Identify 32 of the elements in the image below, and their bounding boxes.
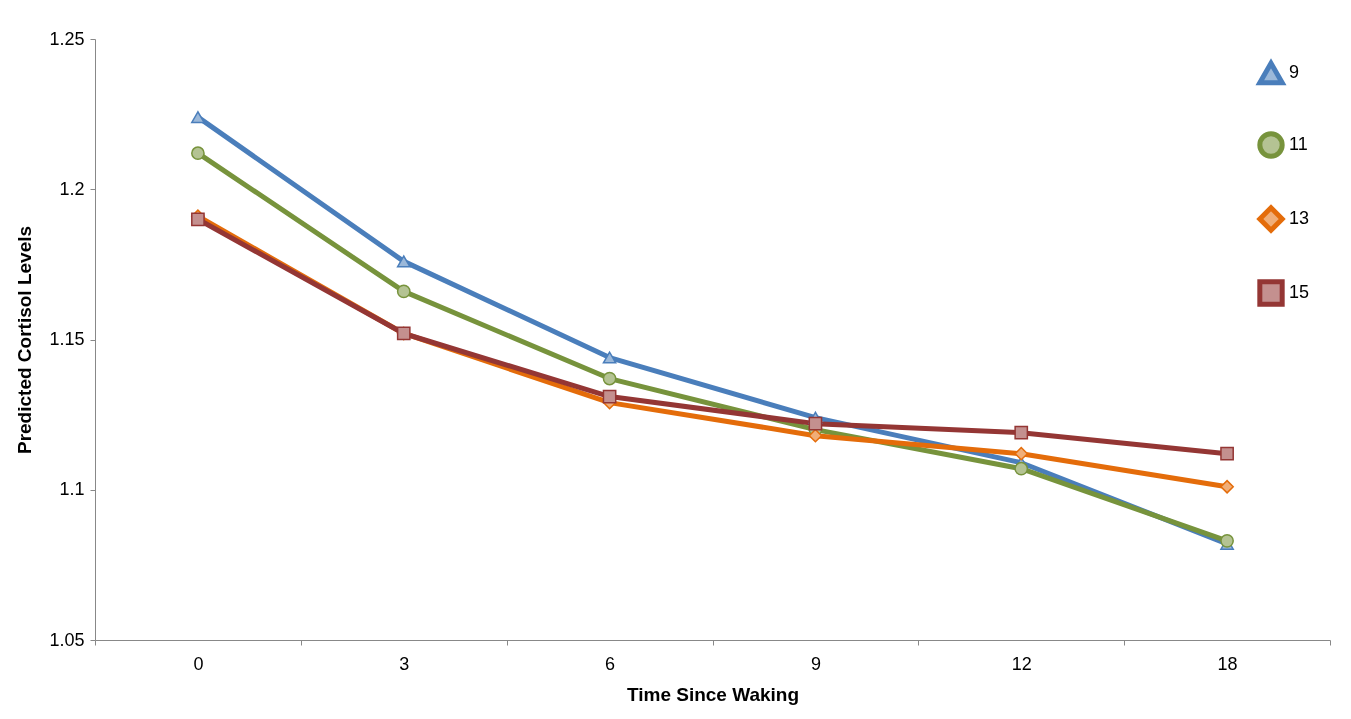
point — [808, 416, 823, 431]
x-axis-title: Time Since Waking — [626, 683, 800, 705]
legend-label: 13 — [1289, 208, 1310, 228]
y-tick-label: 1.05 — [49, 629, 85, 650]
x-tick-label: 18 — [1217, 653, 1238, 674]
point — [1220, 533, 1234, 548]
y-tick-label: 1.15 — [49, 329, 85, 349]
legend-label: 9 — [1289, 62, 1300, 82]
x-tick-label: 9 — [810, 653, 821, 674]
point — [1014, 461, 1029, 476]
y-axis-title: Predicted Cortisol Levels — [14, 225, 36, 455]
point — [602, 371, 617, 386]
point — [808, 428, 823, 443]
x-tick-label: 3 — [399, 653, 410, 674]
x-tick-label: 6 — [605, 653, 616, 674]
x-tick-label: 0 — [193, 653, 204, 674]
y-tick-label: 1.25 — [49, 28, 85, 49]
point — [602, 351, 617, 364]
point — [1014, 425, 1029, 440]
point — [1220, 446, 1234, 461]
legend-label: 15 — [1289, 282, 1310, 302]
point — [1014, 446, 1029, 461]
point — [396, 255, 411, 268]
y-tick-label: 1.2 — [59, 178, 85, 199]
x-tick-label: 12 — [1011, 653, 1032, 674]
point — [1220, 479, 1234, 494]
point — [602, 389, 617, 404]
point — [191, 146, 205, 161]
y-tick-label: 1.1 — [59, 479, 85, 500]
legend-label: 11 — [1289, 134, 1308, 154]
point — [396, 284, 411, 299]
point — [191, 111, 205, 124]
